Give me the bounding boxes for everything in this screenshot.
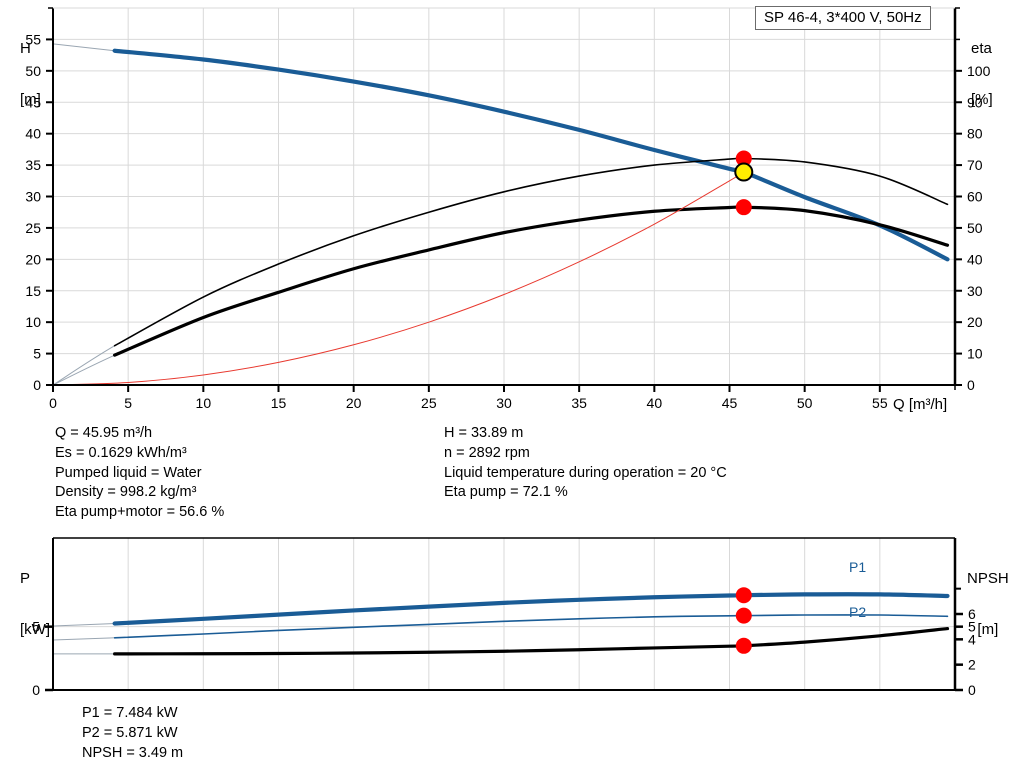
upper-right-tick-label: 40: [967, 251, 983, 267]
p1-marker: [735, 587, 752, 604]
lower-right-tick-label: 6: [968, 606, 976, 622]
info-left-1: Q = 45.95 m³/h: [55, 425, 153, 441]
upper-gridlines: [53, 8, 955, 385]
curve-p1: [112, 592, 950, 626]
info-bottom-3: NPSH = 3.49 m: [82, 744, 184, 761]
upper-right-axis-title: eta [%]: [971, 6, 993, 142]
info-left-2: Es = 0.1629 kWh/m³: [55, 444, 187, 461]
upper-x-tick-label: 55: [872, 395, 888, 411]
lower-gridlines: [53, 538, 955, 690]
upper-x-tick-label: 40: [647, 395, 663, 411]
upper-right-tick-label: 20: [967, 314, 983, 330]
upper-left-axis-unit: [m]: [20, 91, 41, 108]
lower-right-axis-unit: [m]: [977, 621, 999, 638]
upper-left-tick-label: 15: [25, 283, 41, 299]
upper-left-axis-title: H [m]: [20, 6, 41, 142]
lower-curves: [52, 592, 950, 656]
info-bottom-2: P2 = 5.871 kW: [82, 724, 178, 741]
curve-system-curve: [52, 171, 745, 386]
lower-left-axis-symbol: P: [20, 570, 31, 587]
upper-left-tick-label: 55: [25, 31, 41, 47]
p1-curve-label: P1: [849, 559, 867, 575]
upper-left-axis-symbol: H: [20, 40, 31, 57]
upper-left-tick-label: 20: [25, 251, 41, 267]
upper-left-tick-label: 50: [25, 63, 41, 79]
lower-right-tick-label: 2: [968, 657, 976, 673]
eta-pump-marker: [735, 150, 752, 167]
info-right-1: H = 33.89 m: [444, 425, 524, 441]
upper-curves: [52, 43, 950, 386]
lower-left-tick-label: 0: [32, 682, 40, 698]
info-right-4: Eta pump = 72.1 %: [444, 484, 568, 501]
upper-x-axis-title: Q [m³/h]: [893, 396, 948, 413]
upper-x-tick-label: 20: [346, 395, 362, 411]
upper-left-tick-label: 30: [25, 189, 41, 205]
info-right-3: Liquid temperature during operation = 20…: [444, 464, 727, 481]
upper-right-axis-unit: [%]: [971, 91, 993, 108]
npsh-marker: [735, 637, 752, 654]
curve-h: [112, 48, 950, 262]
info-left-4: Density = 998.2 kg/m³: [55, 484, 197, 501]
lower-right-tick-label: 4: [968, 631, 976, 647]
upper-left-tick-label: 45: [25, 94, 41, 110]
upper-x-tick-label: 30: [496, 395, 512, 411]
upper-right-tick-label: 50: [967, 220, 983, 236]
upper-x-tick-label: 5: [124, 395, 132, 411]
lower-right-axis-title: NPSH [m]: [967, 536, 1009, 672]
upper-left-tick-label: 40: [25, 126, 41, 142]
info-right-2: n = 2892 rpm: [444, 444, 530, 461]
upper-left-tick-label: 10: [25, 314, 41, 330]
upper-right-tick-label: 100: [967, 63, 991, 79]
upper-x-tick-label: 25: [421, 395, 437, 411]
pump-model-title: SP 46-4, 3*400 V, 50Hz: [755, 6, 931, 30]
upper-left-tick-label: 5: [33, 346, 41, 362]
curve-p2: [113, 614, 949, 639]
p2-marker: [735, 607, 752, 624]
curve-npsh: [113, 626, 950, 656]
upper-right-tick-label: 60: [967, 189, 983, 205]
lower-markers: [735, 587, 752, 654]
upper-left-tick-label: 0: [33, 377, 41, 393]
p2-curve-label: P2: [849, 604, 867, 620]
upper-x-tick-label: 45: [722, 395, 738, 411]
lower-right-tick-label: 5: [968, 619, 976, 635]
info-bottom-1: P1 = 7.484 kW: [82, 705, 178, 721]
upper-right-tick-label: 10: [967, 346, 983, 362]
upper-right-tick-label: 90: [967, 94, 983, 110]
info-left-5: Eta pump+motor = 56.6 %: [55, 504, 225, 521]
upper-x-tick-label: 0: [49, 395, 57, 411]
info-left-3: Pumped liquid = Water: [55, 464, 202, 481]
upper-x-tick-label: 35: [571, 395, 587, 411]
lower-left-axis-unit: [kW]: [20, 621, 50, 638]
upper-axes: 0510152025303540455055010203040506070809…: [25, 7, 991, 411]
duty-point-marker: [734, 162, 754, 182]
curve-eta-pump-motor: [113, 205, 950, 357]
upper-x-tick-label: 10: [196, 395, 212, 411]
upper-right-tick-label: 30: [967, 283, 983, 299]
upper-x-tick-label: 15: [271, 395, 287, 411]
upper-right-tick-label: 80: [967, 126, 983, 142]
upper-right-tick-label: 0: [967, 377, 975, 393]
curve-eta-pump: [113, 157, 949, 347]
upper-right-axis-symbol: eta: [971, 40, 992, 57]
lower-left-tick-label: 5: [32, 619, 40, 635]
upper-left-tick-label: 25: [25, 220, 41, 236]
lower-right-tick-label: 0: [968, 682, 976, 698]
eta-total-marker: [735, 199, 752, 216]
upper-x-tick-label: 50: [797, 395, 813, 411]
head-efficiency-chart: 0510152025303540455055010203040506070809…: [25, 7, 991, 411]
upper-right-tick-label: 70: [967, 157, 983, 173]
lower-right-axis-symbol: NPSH: [967, 570, 1009, 587]
lower-left-axis-title: P [kW]: [20, 536, 50, 672]
upper-left-tick-label: 35: [25, 157, 41, 173]
upper-markers: [734, 150, 754, 216]
